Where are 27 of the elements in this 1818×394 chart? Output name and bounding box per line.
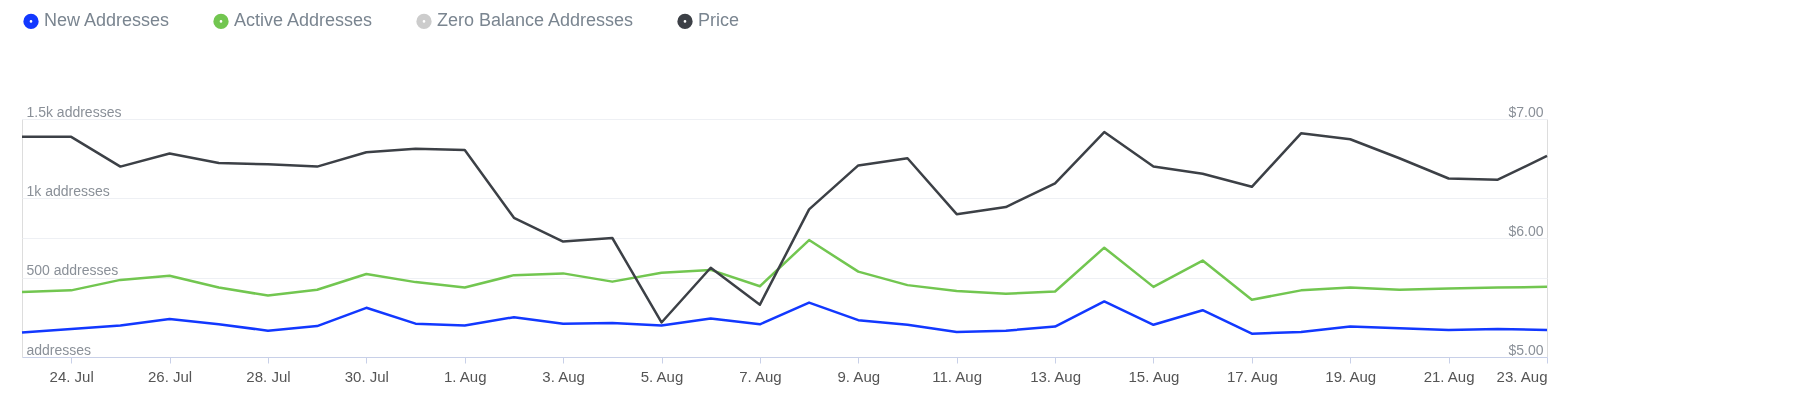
legend-label: Zero Balance Addresses: [437, 10, 634, 31]
x-tick-label: 13. Aug: [1030, 367, 1082, 385]
x-tick-label: 28. Jul: [246, 367, 291, 385]
x-tick-label: 17. Aug: [1226, 367, 1278, 385]
legend-label: Price: [698, 10, 740, 31]
y2-tick-label: $5.00: [1508, 341, 1544, 358]
x-tick-label: 23. Aug: [1496, 367, 1548, 385]
x-tick-label: 11. Aug: [932, 367, 983, 385]
x-tick-label: 19. Aug: [1325, 367, 1377, 385]
y-tick-label: 500 addresses: [26, 262, 119, 279]
x-tick-label: 7. Aug: [739, 367, 782, 385]
y-tick-label: addresses: [26, 341, 92, 358]
x-tick-label: 26. Jul: [147, 367, 193, 385]
legend-label: New Addresses: [44, 10, 170, 31]
x-tick-label: 1. Aug: [443, 367, 487, 385]
y2-tick-label: $7.00: [1508, 103, 1544, 120]
x-tick-label: 9. Aug: [837, 367, 881, 385]
x-tick-label: 3. Aug: [542, 367, 585, 385]
y-tick-label: 1k addresses: [26, 182, 110, 199]
y-tick-label: 1.5k addresses: [26, 103, 122, 120]
legend-label: Active Addresses: [234, 10, 373, 31]
x-tick-label: 21. Aug: [1423, 367, 1475, 385]
x-tick-label: 15. Aug: [1128, 367, 1180, 385]
y2-tick-label: $6.00: [1508, 222, 1544, 239]
x-tick-label: 24. Jul: [49, 367, 94, 385]
x-tick-label: 30. Jul: [344, 367, 389, 385]
x-tick-label: 5. Aug: [640, 367, 684, 385]
